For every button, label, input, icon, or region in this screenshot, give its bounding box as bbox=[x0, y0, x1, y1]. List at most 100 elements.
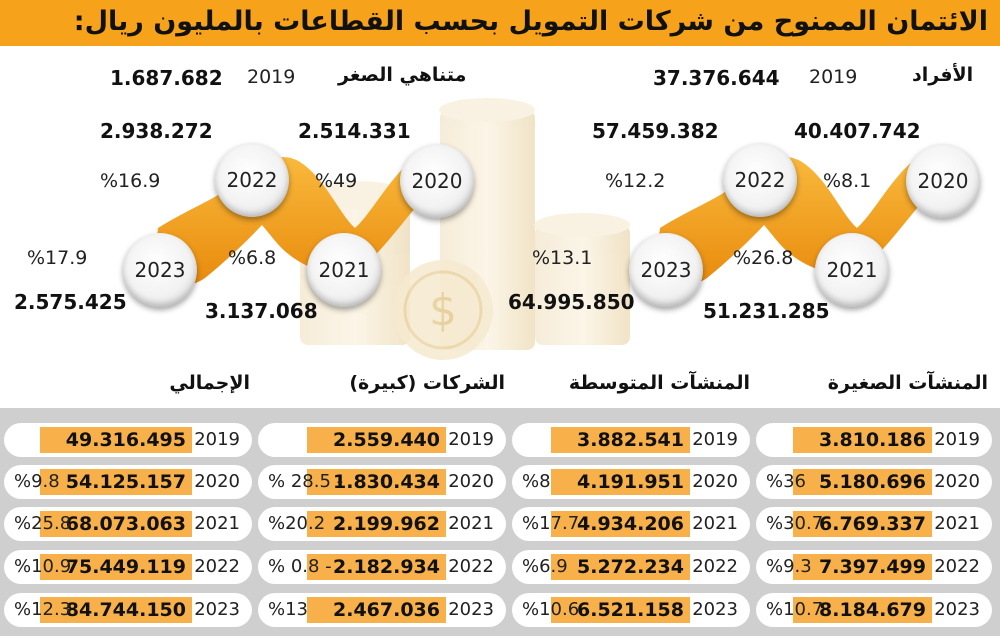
table-row: 2022 7.397.499 %9.3 bbox=[756, 550, 992, 584]
individuals-2020-value: 40.407.742 bbox=[794, 119, 921, 143]
individuals-node-2022: 2022 bbox=[723, 143, 797, 217]
micro-node-2022: 2022 bbox=[215, 143, 289, 217]
table-row: 2022 2.182.934 % 0.8 - bbox=[258, 550, 506, 584]
table-row: 2021 2.199.962 %20.2 bbox=[258, 507, 506, 541]
row-year: 2020 bbox=[934, 471, 980, 492]
table-row: 2019 3.810.186 bbox=[756, 423, 992, 457]
micro-2023-pct: %17.9 bbox=[27, 247, 88, 269]
coins-background: $ bbox=[156, 98, 949, 360]
micro-node-2020: 2020 bbox=[400, 144, 474, 218]
svg-text:$: $ bbox=[429, 285, 457, 336]
table-row: 2022 75.449.119 %10.9 bbox=[4, 550, 252, 584]
col-header-small: المنشآت الصغيرة bbox=[827, 372, 988, 394]
row-value: 6.769.337 bbox=[793, 511, 932, 537]
row-year: 2019 bbox=[448, 429, 494, 450]
micro-2022-value: 2.938.272 bbox=[100, 119, 213, 143]
table-row: 2020 4.191.951 %8 bbox=[512, 465, 750, 499]
coin-stack-right bbox=[534, 213, 630, 345]
row-value: 3.882.541 bbox=[551, 427, 690, 453]
row-value: 6.521.158 bbox=[551, 597, 690, 623]
row-year: 2023 bbox=[934, 599, 980, 620]
table-row: 2023 8.184.679 %10.7 bbox=[756, 593, 992, 627]
row-pct: %25.8 bbox=[14, 513, 72, 534]
row-year: 2023 bbox=[448, 599, 494, 620]
table-row: 2023 6.521.158 %10.6 bbox=[512, 593, 750, 627]
table-row: 2019 3.882.541 bbox=[512, 423, 750, 457]
row-year: 2023 bbox=[194, 599, 240, 620]
row-year: 2020 bbox=[194, 471, 240, 492]
table-row: 2019 49.316.495 bbox=[4, 423, 252, 457]
individuals-2022-value: 57.459.382 bbox=[592, 119, 719, 143]
row-pct: %30.7 bbox=[766, 513, 824, 534]
row-year: 2021 bbox=[448, 513, 494, 534]
row-year: 2020 bbox=[692, 471, 738, 492]
row-value: 5.272.234 bbox=[551, 554, 690, 580]
row-value: 4.934.206 bbox=[551, 511, 690, 537]
table-row: 2023 2.467.036 %13 bbox=[258, 593, 506, 627]
individuals-node-2020: 2020 bbox=[906, 144, 980, 218]
individuals-2019-year: 2019 bbox=[809, 66, 858, 88]
col-header-large: الشركات (كبيرة) bbox=[349, 372, 505, 394]
row-pct: %36 bbox=[766, 471, 807, 492]
table-row: 2020 1.830.434 % 28.5 - bbox=[258, 465, 506, 499]
row-value: 1.830.434 bbox=[307, 469, 446, 495]
row-pct: %13 bbox=[268, 599, 309, 620]
micro-2020-value: 2.514.331 bbox=[298, 119, 411, 143]
individuals-2021-pct: %26.8 bbox=[733, 247, 794, 269]
row-year: 2022 bbox=[934, 556, 980, 577]
micro-2023-value: 2.575.425 bbox=[14, 290, 127, 314]
table-row: 2020 54.125.157 %9.8 bbox=[4, 465, 252, 499]
micro-2022-pct: %16.9 bbox=[100, 170, 161, 192]
row-year: 2021 bbox=[194, 513, 240, 534]
row-year: 2021 bbox=[692, 513, 738, 534]
row-year: 2019 bbox=[194, 429, 240, 450]
micro-node-2023: 2023 bbox=[123, 233, 197, 307]
row-value: 2.199.962 bbox=[307, 511, 446, 537]
row-pct: % 28.5 - bbox=[268, 471, 344, 492]
row-value: 2.559.440 bbox=[307, 427, 446, 453]
row-pct: %20.2 bbox=[268, 513, 326, 534]
row-value: 2.467.036 bbox=[307, 597, 446, 623]
table-row: 2019 2.559.440 bbox=[258, 423, 506, 457]
individuals-2020-pct: %8.1 bbox=[823, 170, 872, 192]
row-year: 2022 bbox=[692, 556, 738, 577]
row-value: 75.449.119 bbox=[39, 554, 192, 580]
individuals-node-2021: 2021 bbox=[815, 233, 889, 307]
micro-node-2021: 2021 bbox=[307, 233, 381, 307]
row-pct: %10.6 bbox=[522, 599, 580, 620]
individuals-node-2023: 2023 bbox=[629, 233, 703, 307]
row-value: 8.184.679 bbox=[793, 597, 932, 623]
row-pct: %6.9 bbox=[522, 556, 568, 577]
row-year: 2019 bbox=[692, 429, 738, 450]
individuals-label: الأفراد bbox=[912, 64, 974, 86]
table-row: 2021 6.769.337 %30.7 bbox=[756, 507, 992, 541]
dollar-coin-icon: $ bbox=[393, 260, 493, 360]
micro-2021-value: 3.137.068 bbox=[205, 299, 318, 323]
row-pct: %9.8 bbox=[14, 471, 60, 492]
row-value: 4.191.951 bbox=[551, 469, 690, 495]
individuals-2023-value: 64.995.850 bbox=[508, 290, 635, 314]
row-pct: %8 bbox=[522, 471, 551, 492]
micro-2020-pct: %49 bbox=[315, 170, 358, 192]
individuals-2022-pct: %12.2 bbox=[605, 170, 666, 192]
micro-2019-value: 1.687.682 bbox=[110, 66, 223, 90]
row-pct: %10.9 bbox=[14, 556, 72, 577]
micro-2021-pct: %6.8 bbox=[228, 247, 277, 269]
table-row: 2021 68.073.063 %25.8 bbox=[4, 507, 252, 541]
row-year: 2022 bbox=[194, 556, 240, 577]
micro-label: متناهي الصغر bbox=[338, 64, 467, 86]
individuals-2021-value: 51.231.285 bbox=[703, 299, 830, 323]
header-bar bbox=[0, 0, 1000, 46]
row-value: 84.744.150 bbox=[39, 597, 192, 623]
individuals-2023-pct: %13.1 bbox=[532, 247, 593, 269]
row-year: 2023 bbox=[692, 599, 738, 620]
col-header-total: الإجمالي bbox=[169, 372, 250, 394]
row-value: 54.125.157 bbox=[39, 469, 192, 495]
row-pct: %10.7 bbox=[766, 599, 824, 620]
row-pct: %12.3 bbox=[14, 599, 72, 620]
table-row: 2023 84.744.150 %12.3 bbox=[4, 593, 252, 627]
row-pct: % 0.8 - bbox=[268, 556, 332, 577]
row-year: 2019 bbox=[934, 429, 980, 450]
micro-2019-year: 2019 bbox=[247, 66, 296, 88]
row-year: 2022 bbox=[448, 556, 494, 577]
